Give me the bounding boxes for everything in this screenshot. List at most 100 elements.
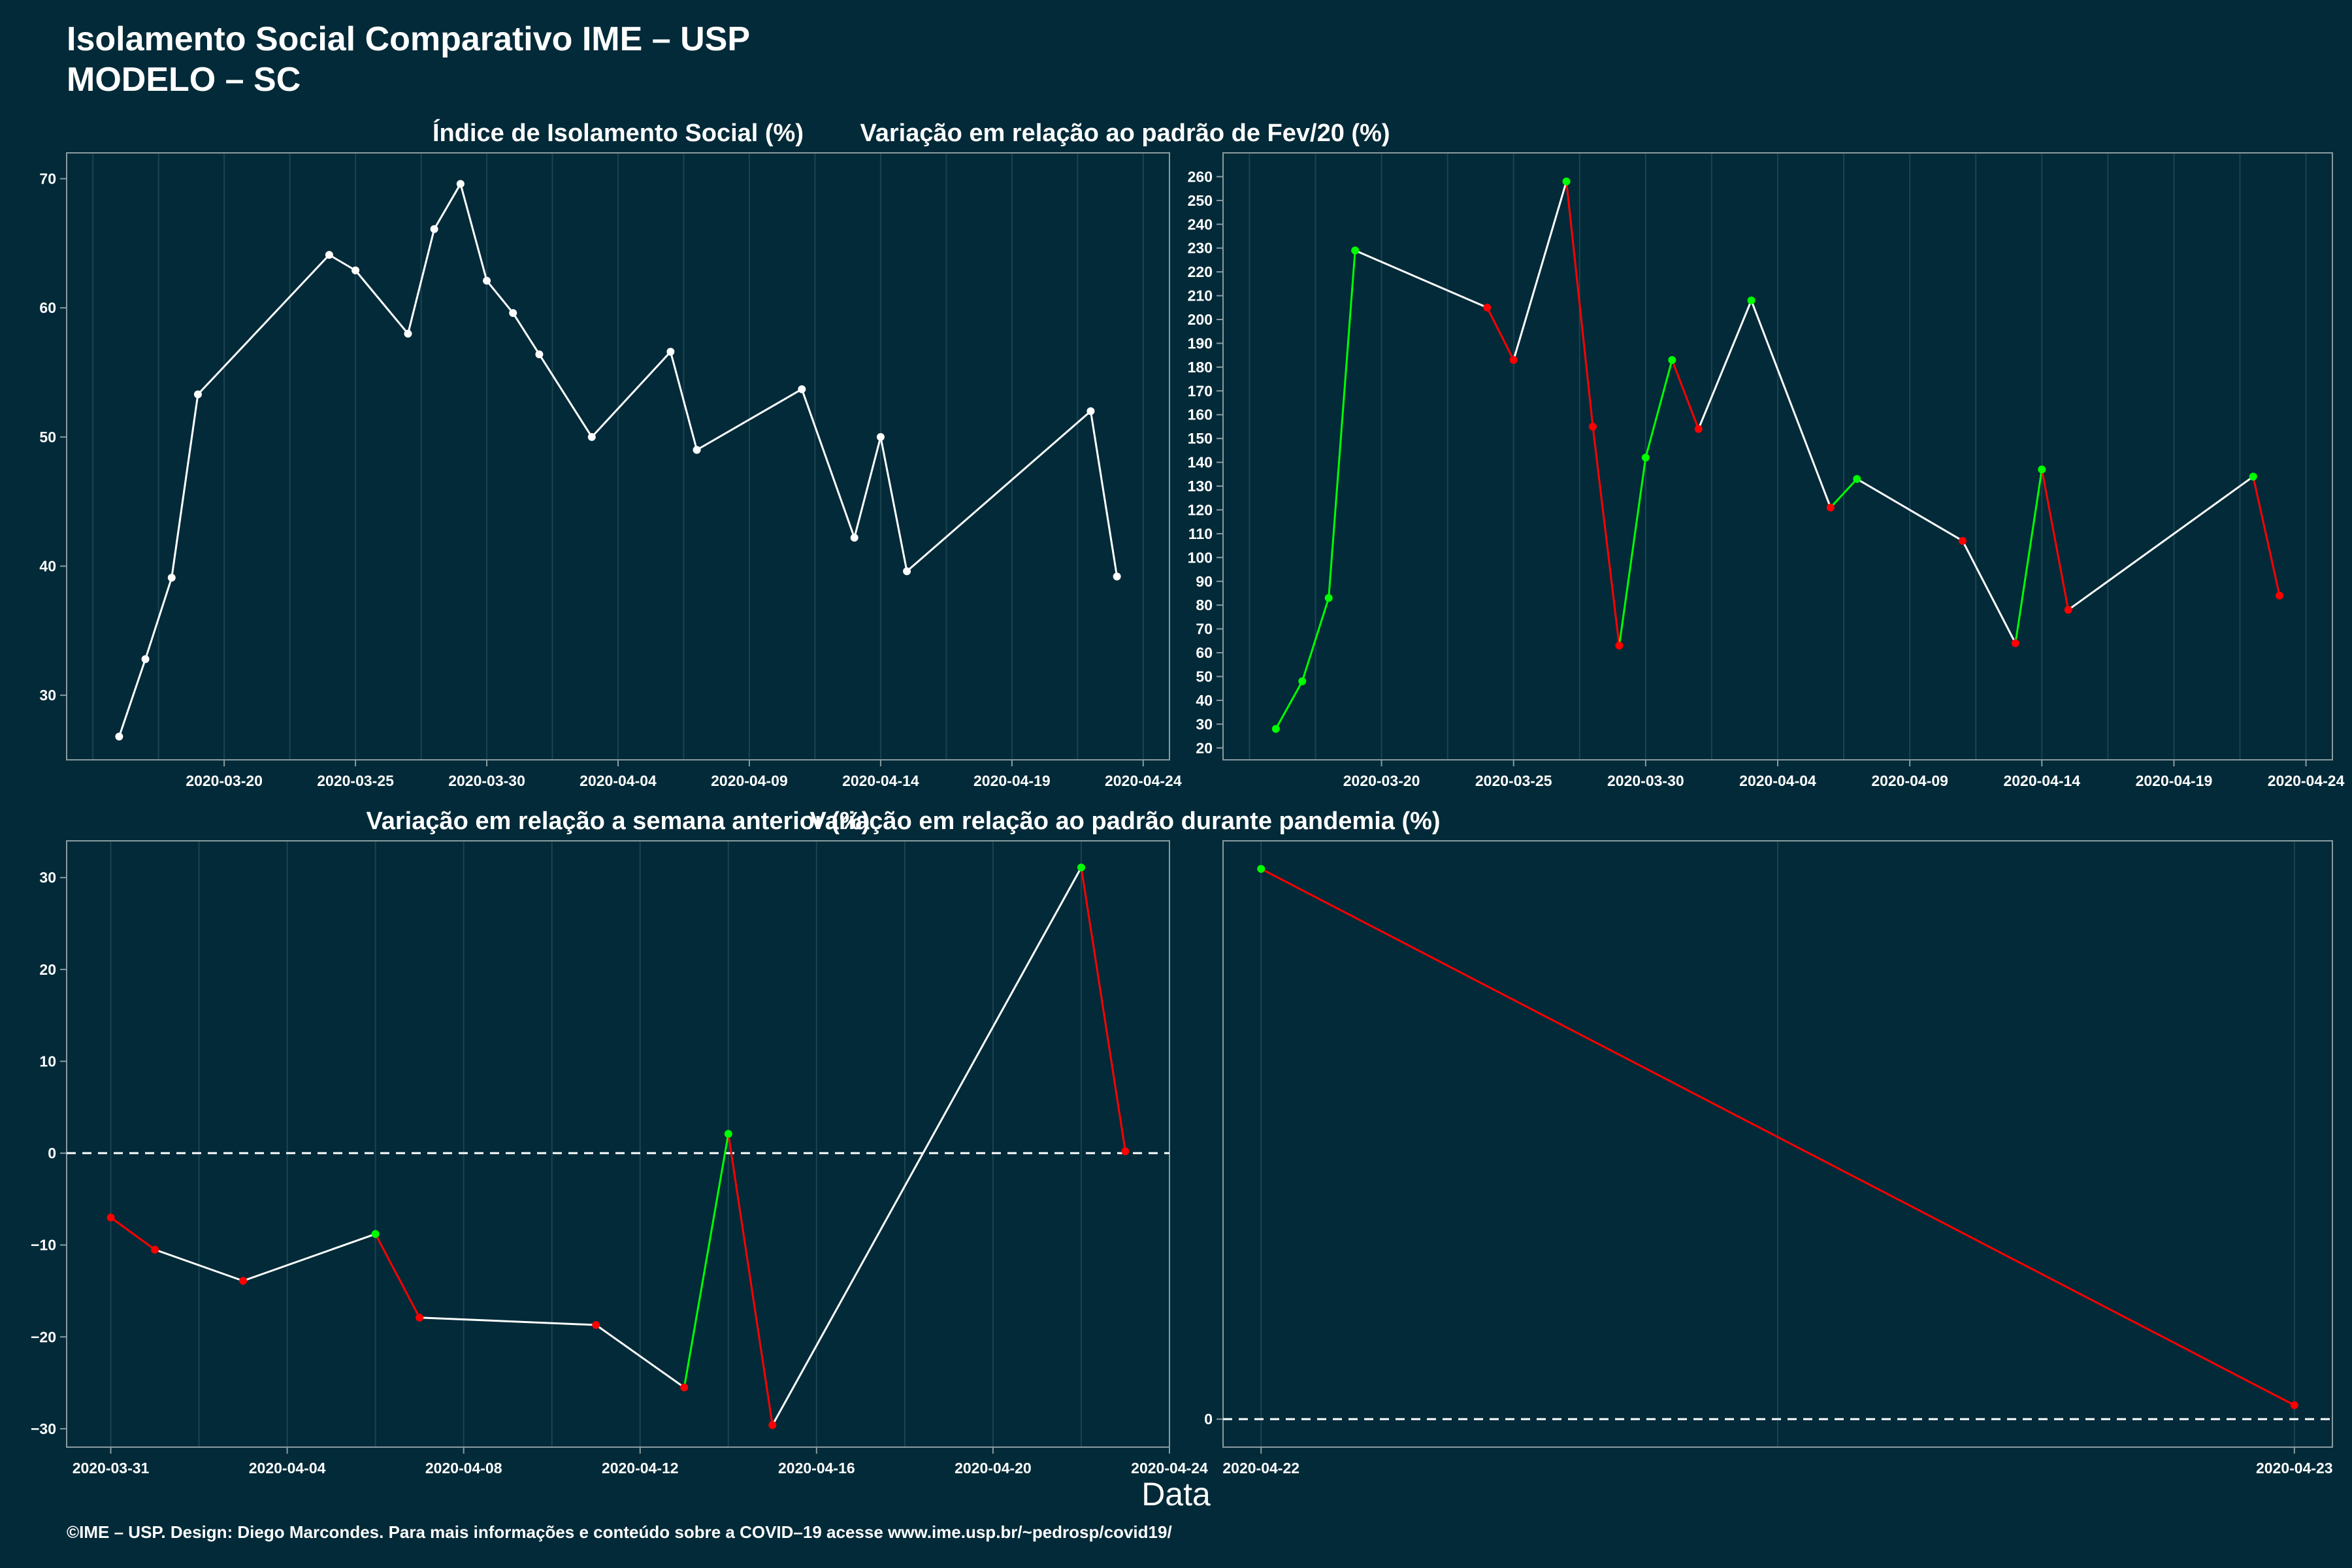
data-point bbox=[1483, 303, 1492, 312]
data-point bbox=[535, 350, 544, 359]
series-segment bbox=[459, 184, 488, 282]
series-segment bbox=[683, 1134, 730, 1388]
chart-title: Variação em relação a semana anterior (%… bbox=[367, 808, 870, 835]
y-tick-label: 80 bbox=[1196, 596, 1213, 613]
y-tick-label: 70 bbox=[1196, 621, 1213, 638]
y-tick-label: 190 bbox=[1188, 335, 1213, 351]
y-tick-label: 160 bbox=[1188, 406, 1213, 423]
y-tick-label: 120 bbox=[1188, 501, 1213, 518]
x-tick-label: 2020-04-12 bbox=[602, 1460, 679, 1477]
y-tick-label: 0 bbox=[1204, 1411, 1213, 1428]
x-axis-label: Data bbox=[1141, 1476, 1211, 1512]
data-point bbox=[456, 180, 465, 188]
chart-title: Variação em relação ao padrão de Fev/20 … bbox=[860, 120, 1390, 147]
x-tick-label: 2020-04-24 bbox=[1131, 1460, 1208, 1477]
y-tick-label: 200 bbox=[1188, 311, 1213, 328]
x-tick-label: 2020-03-20 bbox=[1343, 772, 1420, 789]
series-segment bbox=[1080, 867, 1126, 1152]
data-point bbox=[1615, 642, 1624, 650]
series-segment bbox=[2014, 469, 2043, 644]
data-point bbox=[1351, 246, 1360, 255]
data-point bbox=[351, 266, 360, 274]
x-tick-label: 2020-04-09 bbox=[711, 772, 788, 789]
y-tick-label: 30 bbox=[39, 687, 56, 704]
y-tick-label: 100 bbox=[1188, 549, 1213, 566]
data-point bbox=[2290, 1401, 2298, 1409]
x-tick-label: 2020-03-25 bbox=[317, 772, 394, 789]
series-segment bbox=[1512, 181, 1568, 361]
x-tick-label: 2020-04-16 bbox=[778, 1460, 855, 1477]
x-tick-label: 2020-04-14 bbox=[842, 772, 919, 789]
data-point bbox=[1826, 503, 1835, 512]
x-tick-label: 2020-04-09 bbox=[1871, 772, 1948, 789]
series-segment bbox=[1697, 300, 1752, 430]
series-segment bbox=[1856, 478, 1963, 542]
data-point bbox=[151, 1245, 159, 1254]
data-point bbox=[325, 251, 333, 259]
y-tick-label: −20 bbox=[31, 1328, 56, 1345]
y-tick-label: 130 bbox=[1188, 478, 1213, 495]
x-tick-label: 2020-03-30 bbox=[448, 772, 525, 789]
chart-panel-4: Variação em relação ao padrão durante pa… bbox=[809, 808, 2333, 1477]
data-point bbox=[106, 1213, 115, 1222]
data-point bbox=[2064, 606, 2072, 614]
series-segment bbox=[1089, 411, 1119, 577]
y-tick-label: 40 bbox=[39, 558, 56, 575]
series-segment bbox=[485, 280, 514, 314]
data-point bbox=[724, 1130, 732, 1138]
series-segment bbox=[1618, 457, 1647, 646]
y-tick-label: 30 bbox=[1196, 715, 1213, 732]
x-tick-label: 2020-04-20 bbox=[955, 1460, 1032, 1477]
y-tick-label: 110 bbox=[1188, 525, 1213, 542]
y-tick-label: 240 bbox=[1188, 216, 1213, 233]
data-point bbox=[1747, 296, 1756, 304]
y-tick-label: 230 bbox=[1188, 240, 1213, 257]
data-point bbox=[2276, 591, 2284, 600]
region-subtitle: MODELO – SC bbox=[67, 61, 301, 99]
data-point bbox=[2249, 472, 2257, 481]
series-segment bbox=[144, 577, 173, 660]
y-tick-label: 90 bbox=[1196, 573, 1213, 590]
data-point bbox=[1298, 677, 1307, 685]
data-point bbox=[1853, 475, 1861, 483]
y-tick-label: 260 bbox=[1188, 168, 1213, 185]
y-tick-label: 60 bbox=[1196, 644, 1213, 661]
y-tick-label: 170 bbox=[1188, 382, 1213, 399]
plot-frame bbox=[66, 840, 1170, 1448]
data-point bbox=[768, 1421, 777, 1429]
y-tick-label: 20 bbox=[1196, 740, 1213, 757]
series-segment bbox=[2040, 469, 2070, 610]
data-point bbox=[850, 534, 858, 542]
y-tick-label: 50 bbox=[39, 429, 56, 446]
series-segment bbox=[1328, 250, 1356, 598]
x-tick-label: 2020-04-19 bbox=[973, 772, 1051, 789]
x-tick-label: 2020-04-24 bbox=[1105, 772, 1182, 789]
data-point bbox=[416, 1313, 424, 1322]
series-segment bbox=[772, 867, 1083, 1426]
series-segment bbox=[538, 353, 593, 438]
y-tick-label: 210 bbox=[1188, 287, 1213, 304]
series-segment bbox=[433, 183, 462, 230]
y-tick-label: 140 bbox=[1188, 454, 1213, 471]
x-tick-label: 2020-04-23 bbox=[2256, 1460, 2333, 1477]
series-segment bbox=[591, 351, 672, 438]
data-point bbox=[141, 655, 150, 663]
data-point bbox=[693, 446, 701, 454]
x-tick-label: 2020-04-19 bbox=[2136, 772, 2213, 789]
data-point bbox=[1562, 177, 1571, 186]
series-segment bbox=[595, 1324, 685, 1388]
series-segment bbox=[1961, 540, 2017, 644]
series-segment bbox=[374, 1233, 421, 1318]
series-segment bbox=[354, 269, 409, 335]
series-segment bbox=[2252, 476, 2281, 596]
y-tick-label: 220 bbox=[1188, 263, 1213, 280]
data-point bbox=[430, 225, 438, 233]
plot-frame bbox=[1222, 840, 2333, 1448]
x-tick-label: 2020-03-20 bbox=[186, 772, 263, 789]
series-segment bbox=[906, 410, 1092, 572]
data-point bbox=[592, 1320, 600, 1329]
chart-panel-2: Variação em relação ao padrão de Fev/20 … bbox=[860, 120, 2344, 789]
y-tick-label: 60 bbox=[39, 299, 56, 316]
